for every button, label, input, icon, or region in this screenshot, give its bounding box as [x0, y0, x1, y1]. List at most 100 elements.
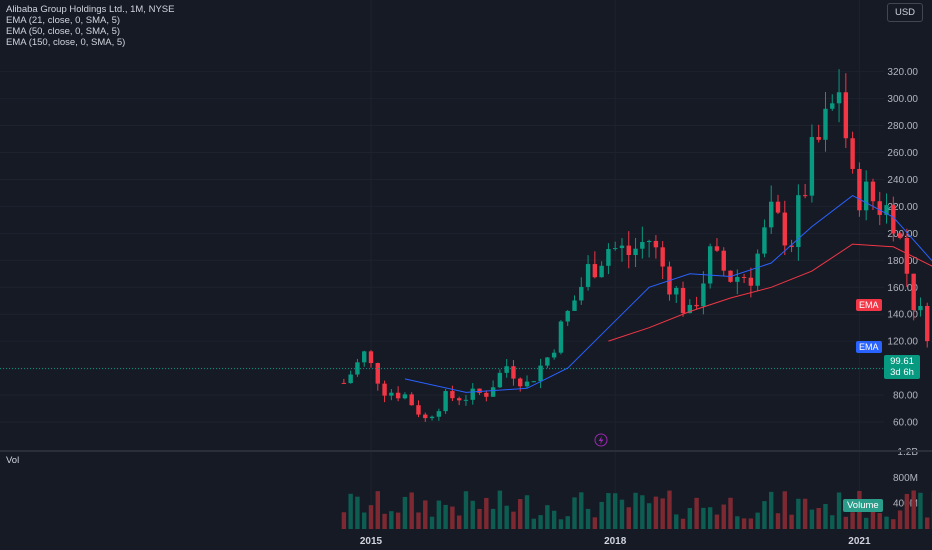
- candle-body: [463, 399, 469, 401]
- volume-bar: [423, 500, 428, 529]
- candle-body: [443, 391, 448, 412]
- candle-body: [741, 276, 747, 278]
- volume-bar: [769, 491, 774, 529]
- volume-bar: [925, 517, 930, 529]
- candle-body: [748, 277, 754, 286]
- volume-bar: [775, 513, 781, 529]
- price-tick-label: 160.00: [887, 283, 918, 294]
- candle-body: [680, 287, 686, 314]
- volume-bar: [362, 512, 367, 529]
- volume-bar: [701, 507, 706, 529]
- candle-body: [660, 247, 665, 267]
- volume-bar: [389, 511, 394, 529]
- volume-bar: [741, 518, 747, 529]
- volume-bar: [463, 491, 469, 529]
- indicator-ema-50[interactable]: EMA (50, close, 0, SMA, 5): [6, 26, 121, 37]
- volume-bar: [524, 495, 530, 529]
- price-tick-label: 320.00: [887, 67, 918, 78]
- volume-bar: [579, 492, 584, 529]
- volume-bar: [443, 504, 448, 529]
- symbol-title[interactable]: Alibaba Group Holdings Ltd., 1M, NYSE: [6, 4, 175, 15]
- candle-body: [653, 240, 659, 248]
- candle-body: [470, 388, 475, 400]
- candle-body: [518, 378, 523, 387]
- candle-body: [802, 195, 808, 197]
- volume-bar: [897, 510, 903, 529]
- ema-fast-line: [404, 195, 932, 393]
- price-tick-label: 280.00: [887, 121, 918, 132]
- candle-body: [429, 416, 435, 419]
- price-tick-label: 80.00: [893, 391, 918, 402]
- volume-bar: [585, 508, 591, 529]
- candle-body: [511, 366, 516, 379]
- volume-bar: [599, 501, 604, 529]
- volume-bar: [429, 516, 435, 529]
- volume-bar: [368, 505, 374, 529]
- time-axis: 2015201820212024202720302033: [360, 536, 871, 547]
- candle-body: [375, 363, 380, 384]
- volume-bar: [674, 514, 679, 529]
- volume-bar: [918, 492, 923, 529]
- volume-bar: [830, 515, 835, 529]
- bar-countdown: 3d 6h: [890, 367, 914, 378]
- price-tick-label: 200.00: [887, 229, 918, 240]
- volume-bar: [836, 492, 842, 529]
- price-tick-label: 220.00: [887, 202, 918, 213]
- lightning-icon[interactable]: [594, 433, 608, 447]
- currency-button[interactable]: USD: [887, 3, 923, 22]
- price-tick-label: 240.00: [887, 175, 918, 186]
- candle-body: [579, 286, 584, 301]
- candle-body: [341, 382, 347, 384]
- volume-bar: [402, 496, 408, 529]
- candle-body: [755, 253, 760, 286]
- time-tick-label: 2021: [848, 536, 871, 547]
- indicator-ema-21[interactable]: EMA (21, close, 0, SMA, 5): [6, 15, 121, 26]
- price-tick-label: 60.00: [893, 418, 918, 429]
- candle-body: [565, 310, 570, 322]
- candle-body: [402, 394, 408, 399]
- last-price-value: 99.61: [890, 356, 914, 367]
- candle-body: [830, 103, 835, 109]
- indicator-ema-150[interactable]: EMA (150, close, 0, SMA, 5): [6, 37, 126, 48]
- volume-bar: [707, 507, 713, 529]
- candle-body: [891, 205, 896, 234]
- volume-bar: [904, 493, 910, 529]
- candle-body: [416, 405, 421, 415]
- candle-body: [904, 237, 910, 274]
- volume-bar: [735, 516, 740, 529]
- volume-bar: [680, 518, 686, 529]
- candle-body: [816, 137, 821, 140]
- candle-body: [456, 398, 462, 401]
- volume-bar: [382, 513, 387, 529]
- volume-bar: [755, 512, 760, 529]
- candle-body: [531, 381, 536, 383]
- volume-bar: [884, 516, 889, 529]
- volume-bar: [551, 510, 557, 529]
- grid-lines: [0, 0, 932, 529]
- candle-body: [504, 366, 509, 373]
- candle-body: [884, 205, 889, 215]
- volume-bar: [782, 491, 787, 529]
- candle-body: [389, 392, 394, 396]
- volume-bar: [341, 512, 347, 529]
- volume-bar: [843, 516, 849, 529]
- candle-body: [721, 250, 726, 271]
- volume-pane-label[interactable]: Vol: [6, 455, 20, 466]
- ema-slow-line: [608, 243, 932, 342]
- volume-bar: [619, 499, 625, 529]
- candle-body: [762, 227, 767, 254]
- candle-body: [877, 201, 882, 215]
- candle-body: [551, 352, 557, 358]
- volume-bar: [606, 493, 611, 529]
- volume-bar: [762, 501, 767, 529]
- volume-bar: [450, 506, 455, 529]
- candle-body: [789, 245, 794, 248]
- volume-bar: [395, 512, 401, 529]
- volume-bar: [572, 497, 577, 529]
- candle-body: [735, 276, 740, 282]
- candle-body: [694, 304, 699, 307]
- volume-bar: [823, 504, 828, 529]
- volume-bar: [640, 495, 645, 529]
- candle-body: [857, 168, 862, 211]
